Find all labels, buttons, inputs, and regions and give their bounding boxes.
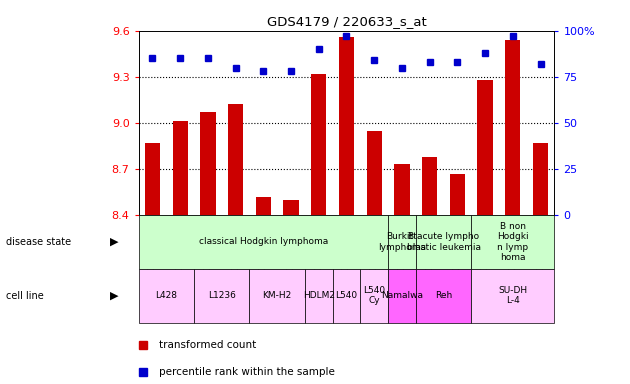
Bar [339,37,354,215]
Text: L540: L540 [335,291,358,300]
Text: L428: L428 [156,291,177,300]
Bar [388,215,416,269]
Bar [388,269,416,323]
Text: transformed count: transformed count [159,340,256,350]
Bar [194,269,249,323]
Text: B acute lympho
blastic leukemia: B acute lympho blastic leukemia [406,232,481,252]
Bar [228,104,243,215]
Bar [256,197,271,215]
Bar [139,269,194,323]
Bar [284,200,299,215]
Title: GDS4179 / 220633_s_at: GDS4179 / 220633_s_at [266,15,427,28]
Text: ▶: ▶ [110,237,118,247]
Text: percentile rank within the sample: percentile rank within the sample [159,367,335,377]
Text: L1236: L1236 [208,291,236,300]
Bar [200,112,215,215]
Text: B non
Hodgki
n lymp
homa: B non Hodgki n lymp homa [497,222,529,262]
Bar [471,215,554,269]
Bar [505,40,520,215]
Bar [145,143,160,215]
Text: Burkitt
lymphoma: Burkitt lymphoma [378,232,426,252]
Text: ▶: ▶ [110,291,118,301]
Bar [333,269,360,323]
Text: SU-DH
L-4: SU-DH L-4 [498,286,527,305]
Text: HDLM2: HDLM2 [303,291,335,300]
Bar [360,269,388,323]
Bar [311,74,326,215]
Text: classical Hodgkin lymphoma: classical Hodgkin lymphoma [198,237,328,247]
Bar [533,143,548,215]
Bar [416,269,471,323]
Text: KM-H2: KM-H2 [263,291,292,300]
Bar [249,269,305,323]
Text: disease state: disease state [6,237,71,247]
Text: Namalwa: Namalwa [381,291,423,300]
Bar [450,174,465,215]
Text: L540
Cy: L540 Cy [363,286,386,305]
Bar [367,131,382,215]
Bar [422,157,437,215]
Text: Reh: Reh [435,291,452,300]
Bar [478,80,493,215]
Bar [139,215,388,269]
Bar [173,121,188,215]
Bar [471,269,554,323]
Bar [305,269,333,323]
Bar [394,164,410,215]
Bar [416,215,471,269]
Text: cell line: cell line [6,291,44,301]
